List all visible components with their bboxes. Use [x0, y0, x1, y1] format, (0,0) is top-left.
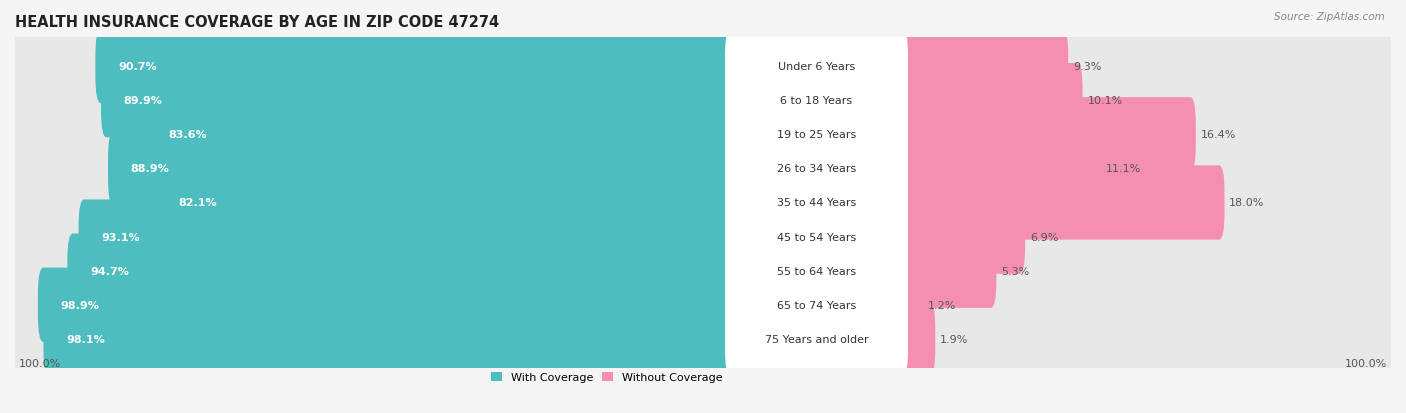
Text: 45 to 54 Years: 45 to 54 Years: [778, 232, 856, 242]
FancyBboxPatch shape: [890, 64, 1083, 138]
Legend: With Coverage, Without Coverage: With Coverage, Without Coverage: [491, 372, 723, 382]
Text: 90.7%: 90.7%: [118, 62, 156, 72]
Text: 100.0%: 100.0%: [18, 358, 60, 368]
FancyBboxPatch shape: [13, 96, 1393, 174]
FancyBboxPatch shape: [725, 302, 908, 376]
Text: 16.4%: 16.4%: [1201, 130, 1236, 140]
FancyBboxPatch shape: [156, 166, 742, 240]
Text: 26 to 34 Years: 26 to 34 Years: [778, 164, 856, 174]
FancyBboxPatch shape: [890, 234, 997, 308]
FancyBboxPatch shape: [13, 266, 1393, 344]
Text: 83.6%: 83.6%: [167, 130, 207, 140]
FancyBboxPatch shape: [725, 132, 908, 206]
Text: 10.1%: 10.1%: [1087, 96, 1122, 106]
FancyBboxPatch shape: [67, 234, 742, 308]
Text: 35 to 44 Years: 35 to 44 Years: [778, 198, 856, 208]
FancyBboxPatch shape: [890, 98, 1195, 172]
FancyBboxPatch shape: [13, 28, 1393, 106]
FancyBboxPatch shape: [13, 62, 1393, 140]
FancyBboxPatch shape: [890, 166, 1225, 240]
FancyBboxPatch shape: [38, 268, 742, 342]
Text: 6.9%: 6.9%: [1031, 232, 1059, 242]
Text: 100.0%: 100.0%: [1346, 358, 1388, 368]
FancyBboxPatch shape: [13, 198, 1393, 276]
FancyBboxPatch shape: [725, 268, 908, 342]
Text: Under 6 Years: Under 6 Years: [778, 62, 855, 72]
FancyBboxPatch shape: [725, 166, 908, 240]
Text: 94.7%: 94.7%: [90, 266, 129, 276]
FancyBboxPatch shape: [725, 234, 908, 308]
Text: 89.9%: 89.9%: [124, 96, 163, 106]
Text: 9.3%: 9.3%: [1073, 62, 1101, 72]
Text: 82.1%: 82.1%: [179, 198, 217, 208]
FancyBboxPatch shape: [13, 300, 1393, 378]
Text: 5.3%: 5.3%: [1001, 266, 1029, 276]
FancyBboxPatch shape: [108, 132, 742, 206]
FancyBboxPatch shape: [890, 268, 922, 342]
Text: Source: ZipAtlas.com: Source: ZipAtlas.com: [1274, 12, 1385, 22]
Text: 6 to 18 Years: 6 to 18 Years: [780, 96, 852, 106]
FancyBboxPatch shape: [145, 98, 742, 172]
FancyBboxPatch shape: [890, 132, 1101, 206]
FancyBboxPatch shape: [13, 232, 1393, 310]
FancyBboxPatch shape: [101, 64, 742, 138]
FancyBboxPatch shape: [13, 164, 1393, 242]
Text: 18.0%: 18.0%: [1229, 198, 1264, 208]
FancyBboxPatch shape: [79, 200, 742, 274]
Text: 1.2%: 1.2%: [928, 300, 956, 310]
FancyBboxPatch shape: [13, 130, 1393, 208]
FancyBboxPatch shape: [96, 30, 742, 104]
Text: 55 to 64 Years: 55 to 64 Years: [778, 266, 856, 276]
FancyBboxPatch shape: [890, 302, 935, 376]
Text: 11.1%: 11.1%: [1105, 164, 1140, 174]
Text: 93.1%: 93.1%: [101, 232, 139, 242]
Text: 19 to 25 Years: 19 to 25 Years: [778, 130, 856, 140]
Text: 98.1%: 98.1%: [66, 334, 105, 344]
FancyBboxPatch shape: [890, 200, 1025, 274]
Text: HEALTH INSURANCE COVERAGE BY AGE IN ZIP CODE 47274: HEALTH INSURANCE COVERAGE BY AGE IN ZIP …: [15, 15, 499, 30]
Text: 75 Years and older: 75 Years and older: [765, 334, 869, 344]
FancyBboxPatch shape: [725, 200, 908, 274]
Text: 88.9%: 88.9%: [131, 164, 170, 174]
FancyBboxPatch shape: [890, 30, 1069, 104]
Text: 98.9%: 98.9%: [60, 300, 100, 310]
FancyBboxPatch shape: [44, 302, 742, 376]
Text: 1.9%: 1.9%: [941, 334, 969, 344]
FancyBboxPatch shape: [725, 98, 908, 172]
FancyBboxPatch shape: [725, 30, 908, 104]
Text: 65 to 74 Years: 65 to 74 Years: [778, 300, 856, 310]
FancyBboxPatch shape: [725, 64, 908, 138]
